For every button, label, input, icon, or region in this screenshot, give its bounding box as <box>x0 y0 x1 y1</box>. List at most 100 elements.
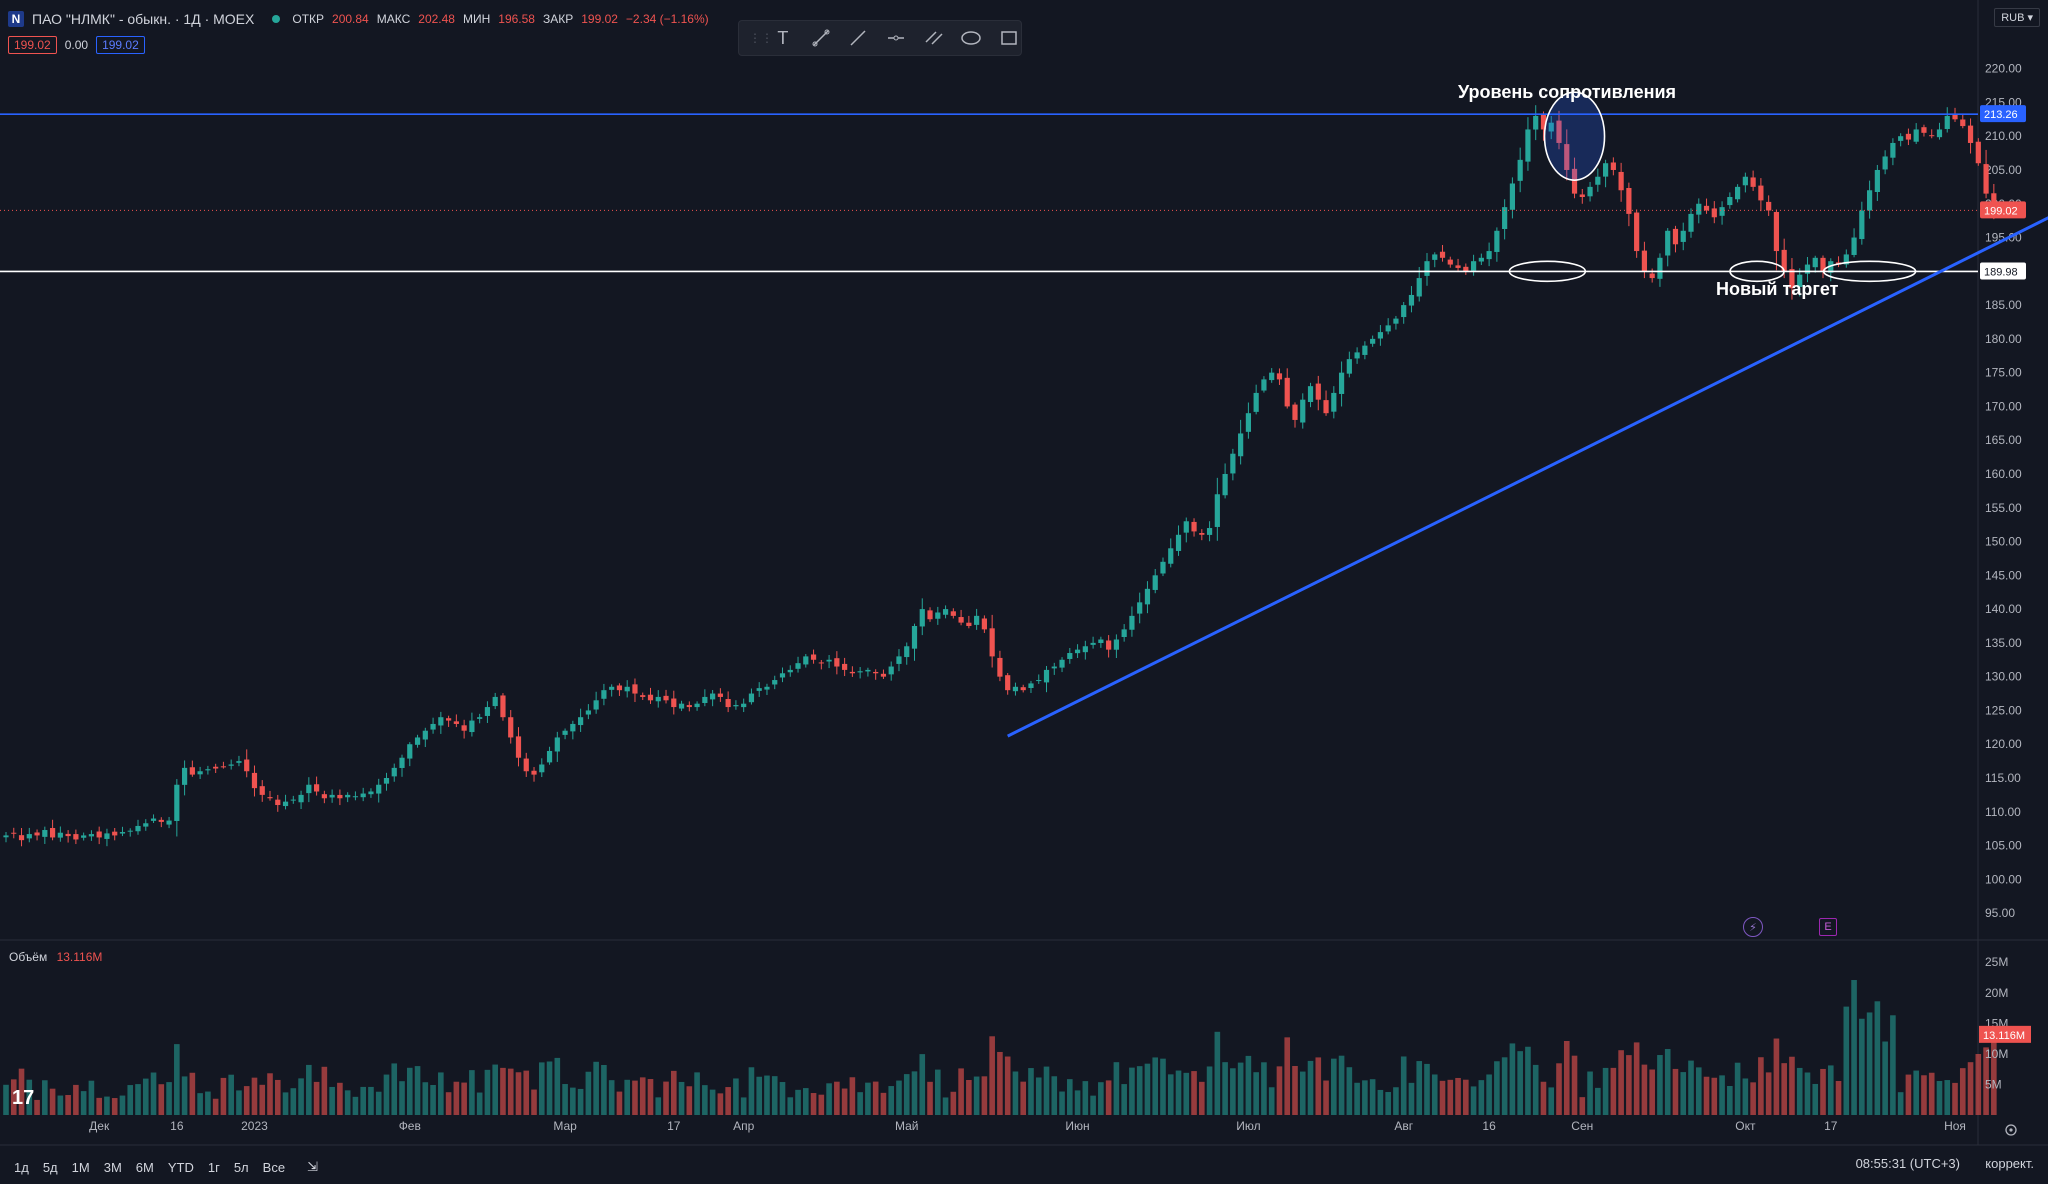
candle <box>810 649 817 664</box>
volume-bar <box>1975 1054 1982 1115</box>
candle <box>407 742 413 767</box>
ellipse-icon[interactable] <box>960 26 984 50</box>
candle <box>1634 209 1640 258</box>
volume-bar <box>1921 1075 1927 1115</box>
candle <box>880 669 887 679</box>
candle <box>826 655 832 669</box>
adjustment-toggle[interactable]: коррект. <box>1985 1156 2034 1171</box>
support-trendline[interactable] <box>1007 160 2048 738</box>
candle <box>1401 301 1407 324</box>
candle <box>515 727 522 767</box>
candle <box>578 708 584 732</box>
clock[interactable]: 08:55:31 (UTC+3) <box>1855 1156 1960 1171</box>
range-6m[interactable]: 6М <box>135 1159 154 1175</box>
trend-line-icon[interactable] <box>809 26 833 50</box>
time-tick-label: Фев <box>399 1119 421 1133</box>
price-tick-label: 150.00 <box>1985 535 2022 549</box>
volume-bar <box>1447 1079 1454 1115</box>
range-1d[interactable]: 1д <box>14 1159 29 1175</box>
candle <box>904 642 910 665</box>
candle <box>1447 256 1453 268</box>
candle <box>282 794 289 810</box>
candle <box>911 623 918 661</box>
volume-bar <box>166 1082 172 1115</box>
volume-bar <box>1991 1034 1997 1115</box>
candle <box>1222 463 1228 499</box>
buy-price[interactable]: 199.02 <box>96 36 145 54</box>
candle <box>461 719 467 739</box>
candle <box>18 828 25 847</box>
earnings-event-icon[interactable]: E <box>1819 918 1837 936</box>
candle <box>1393 315 1399 330</box>
candle <box>1766 195 1772 216</box>
volume-bar <box>872 1081 879 1115</box>
range-1y[interactable]: 1г <box>207 1159 220 1175</box>
candle <box>1408 286 1415 313</box>
line-icon[interactable] <box>846 26 870 50</box>
settings-icon-center <box>2009 1128 2013 1132</box>
flash-event-icon[interactable]: ⚡ <box>1743 917 1763 937</box>
parallel-channel-icon[interactable] <box>922 26 946 50</box>
currency-selector[interactable]: RUB ▾ <box>1994 8 2040 27</box>
candle <box>1564 129 1570 181</box>
candle <box>1230 448 1236 481</box>
volume-bar <box>306 1064 312 1115</box>
ellipse-annotation[interactable] <box>1543 91 1606 182</box>
drag-handle-icon[interactable]: ⋮⋮ <box>749 31 773 45</box>
sell-price[interactable]: 199.02 <box>8 36 57 54</box>
symbol-logo: N <box>8 11 24 27</box>
candle <box>1967 118 1974 154</box>
volume-bar <box>1967 1062 1974 1115</box>
volume-bar <box>733 1078 739 1115</box>
symbol-title[interactable]: ПАО "НЛМК" - обыкн. · 1Д · MOEX <box>32 11 255 27</box>
text-tool-icon[interactable]: T <box>777 27 789 48</box>
candle <box>1711 201 1717 224</box>
volume-bar <box>966 1079 972 1115</box>
candle <box>1742 172 1748 193</box>
candle <box>469 712 475 737</box>
volume-bar <box>1563 1040 1570 1115</box>
volume-bar <box>1548 1087 1555 1115</box>
ellipse-annotation[interactable] <box>1508 260 1587 283</box>
volume-bar <box>570 1087 576 1115</box>
volume-bar <box>34 1099 40 1115</box>
candle <box>228 759 234 770</box>
tradingview-logo: 17 <box>12 1087 34 1109</box>
candle <box>1455 258 1461 272</box>
range-5d[interactable]: 5д <box>42 1159 58 1175</box>
volume-bar <box>298 1078 304 1115</box>
ellipse-annotation[interactable] <box>1822 260 1917 283</box>
ellipse-annotation[interactable] <box>1729 260 1785 283</box>
volume-bar <box>1299 1071 1306 1115</box>
time-tick-label: 2023 <box>241 1119 268 1133</box>
candle <box>1727 192 1733 209</box>
volume-bar <box>1913 1070 1919 1115</box>
volume-bar <box>1517 1051 1523 1115</box>
rectangle-icon[interactable] <box>997 26 1021 50</box>
candle <box>1975 138 1981 166</box>
volume-bar <box>1183 1072 1190 1115</box>
candle <box>1867 180 1873 219</box>
candle <box>1036 674 1042 684</box>
range-all[interactable]: Все <box>262 1159 286 1175</box>
volume-tick-label: 25M <box>1985 955 2008 969</box>
candle <box>570 720 576 740</box>
range-3m[interactable]: 3М <box>103 1159 122 1175</box>
candle <box>1059 657 1065 673</box>
range-ytd[interactable]: YTD <box>167 1159 194 1175</box>
range-1m[interactable]: 1М <box>71 1159 90 1175</box>
horizontal-ray-icon[interactable] <box>884 26 908 50</box>
volume-bar <box>523 1070 530 1115</box>
candle <box>710 689 716 707</box>
candle <box>1183 517 1189 543</box>
candle <box>3 831 9 843</box>
range-5y[interactable]: 5л <box>233 1159 249 1175</box>
candle <box>1439 244 1446 262</box>
settings-icon[interactable] <box>2005 1124 2017 1136</box>
volume-bar <box>492 1064 498 1115</box>
candle <box>772 675 778 690</box>
candle <box>290 795 296 804</box>
volume-bar <box>1152 1057 1159 1115</box>
goto-date-icon[interactable]: ⇲ <box>307 1159 318 1174</box>
